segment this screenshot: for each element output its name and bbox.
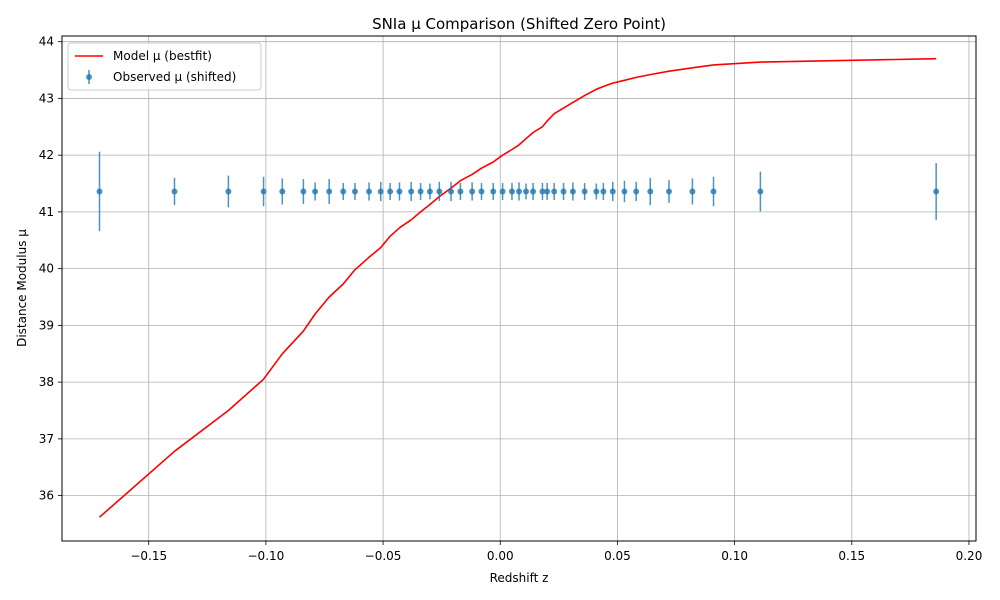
observed-point (279, 188, 286, 195)
y-tick-label: 37 (39, 432, 54, 446)
x-tick-label: −0.15 (130, 549, 167, 563)
observed-point (377, 188, 384, 195)
observed-point (387, 188, 394, 195)
observed-point (490, 188, 497, 195)
x-tick-label: 0.10 (721, 549, 748, 563)
legend: Model μ (bestfit) Observed μ (shifted) (67, 42, 262, 91)
observed-point (530, 188, 537, 195)
observed-point (689, 188, 696, 195)
grid (62, 36, 976, 541)
observed-point (593, 188, 600, 195)
observed-point (581, 188, 588, 195)
observed-point (539, 188, 546, 195)
y-tick-label: 44 (39, 35, 54, 49)
observed-point (609, 188, 616, 195)
observed-point (665, 188, 672, 195)
legend-box (67, 42, 262, 91)
y-tick-label: 40 (39, 262, 54, 276)
observed-point (469, 188, 476, 195)
observed-point (621, 188, 628, 195)
x-tick-label: 0.05 (604, 549, 631, 563)
observed-point (300, 188, 307, 195)
model-curve (98, 57, 937, 518)
observed-point (351, 188, 358, 195)
observed-point (396, 188, 403, 195)
plot-frame (61, 35, 977, 542)
observed-point (523, 188, 530, 195)
observed-point (569, 188, 576, 195)
y-axis-label: Distance Modulus μ (15, 229, 29, 347)
observed-point (171, 188, 178, 195)
observed-point (448, 188, 455, 195)
y-tick-label: 41 (39, 205, 54, 219)
observed-point (757, 188, 764, 195)
plot-series (96, 57, 940, 518)
observed-point (499, 188, 506, 195)
legend-label-observed: Observed μ (shifted) (113, 70, 236, 84)
observed-point (600, 188, 607, 195)
observed-point (225, 188, 232, 195)
observed-point (408, 188, 415, 195)
observed-point (96, 188, 103, 195)
observed-point (366, 188, 373, 195)
observed-point (933, 188, 940, 195)
observed-point (478, 188, 485, 195)
observed-point (417, 188, 424, 195)
legend-marker-swatch (86, 74, 92, 80)
observed-point (326, 188, 333, 195)
observed-point (551, 188, 558, 195)
observed-point (633, 188, 640, 195)
x-tick-label: 0.00 (487, 549, 514, 563)
observed-point (508, 188, 515, 195)
observed-point (436, 188, 443, 195)
x-tick-label: −0.05 (365, 549, 402, 563)
chart-title: SNIa μ Comparison (Shifted Zero Point) (372, 15, 666, 33)
y-tick-label: 43 (39, 91, 54, 105)
x-axis-label: Redshift z (490, 571, 549, 585)
observed-point (560, 188, 567, 195)
y-tick-label: 36 (39, 489, 54, 503)
observed-point (312, 188, 319, 195)
observed-point (544, 188, 551, 195)
x-tick-label: 0.20 (956, 549, 983, 563)
x-tick-label: −0.10 (248, 549, 285, 563)
observed-point (516, 188, 522, 195)
observed-point (426, 188, 433, 195)
observed-point (647, 188, 654, 195)
y-tick-label: 38 (39, 375, 54, 389)
x-axis-ticks: −0.15 −0.10 −0.05 0.00 0.05 0.10 0.15 0.20 (130, 541, 982, 563)
x-tick-label: 0.15 (838, 549, 865, 563)
observed-point (710, 188, 717, 195)
observed-point (260, 188, 267, 195)
y-axis-ticks: 36 37 38 39 40 41 42 43 44 (39, 35, 62, 503)
y-tick-label: 42 (39, 148, 54, 162)
observed-point (340, 188, 347, 195)
y-tick-label: 39 (39, 318, 54, 332)
legend-label-model: Model μ (bestfit) (113, 49, 212, 63)
observed-point (457, 188, 464, 195)
